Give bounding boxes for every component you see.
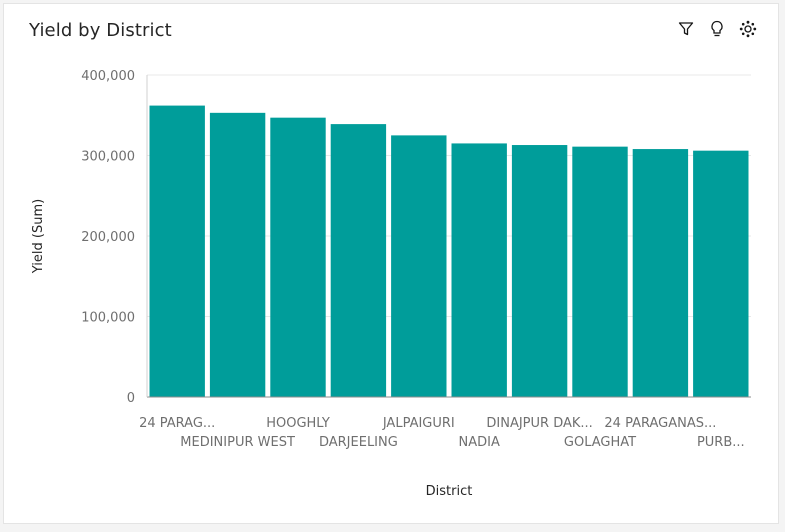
y-tick-label: 400,000 — [81, 69, 135, 84]
bar[interactable] — [149, 105, 205, 397]
bar[interactable] — [391, 135, 447, 397]
y-axis-title: Yield (Sum) — [31, 199, 46, 274]
y-tick-label: 100,000 — [81, 311, 135, 326]
bars — [149, 105, 749, 398]
x-axis-title: District — [426, 484, 473, 499]
y-tick-label: 200,000 — [81, 230, 135, 245]
bar[interactable] — [693, 150, 749, 397]
x-tick-label: HOOGHLY — [266, 416, 330, 431]
y-tick-label: 0 — [127, 391, 135, 406]
lightbulb-icon[interactable] — [707, 19, 727, 39]
x-tick-label: DINAJPUR DAK... — [486, 416, 592, 431]
y-tick-label: 300,000 — [81, 150, 135, 165]
bar[interactable] — [270, 117, 326, 397]
bar[interactable] — [511, 145, 568, 397]
x-tick-label: 24 PARAG... — [139, 416, 215, 431]
bar[interactable] — [632, 149, 689, 397]
bar[interactable] — [572, 146, 628, 397]
filter-icon[interactable] — [676, 19, 696, 39]
y-axis-ticks: 0 100,000 200,000 300,000 400,000 — [81, 69, 135, 406]
x-tick-label: DARJEELING — [319, 435, 398, 450]
page-title: Yield by District — [29, 20, 172, 41]
x-tick-label: 24 PARAGANAS... — [604, 416, 716, 431]
x-tick-label: NADIA — [459, 435, 500, 450]
x-tick-label: PURB... — [697, 435, 745, 450]
bar[interactable] — [451, 143, 507, 397]
x-tick-label: JALPAIGURI — [382, 416, 455, 431]
x-tick-label: MEDINIPUR WEST — [180, 435, 295, 450]
chart-toolbar — [676, 19, 758, 39]
x-tick-label: GOLAGHAT — [564, 435, 636, 450]
settings-icon[interactable] — [738, 19, 758, 39]
x-axis-ticks: 24 PARAG... MEDINIPUR WEST HOOGHLY DARJEELI… — [139, 416, 745, 450]
bar[interactable] — [330, 124, 387, 397]
bar[interactable] — [209, 112, 266, 398]
